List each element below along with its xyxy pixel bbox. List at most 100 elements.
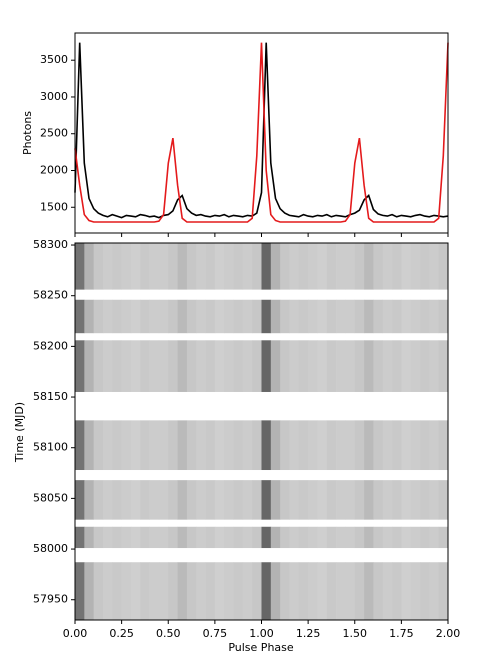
phaseogram-cell: [438, 526, 449, 549]
phaseogram-cell: [336, 243, 346, 290]
phaseogram-cell: [270, 480, 281, 520]
phaseogram-cell: [438, 299, 449, 334]
phaseogram-cell: [205, 420, 216, 471]
phaseogram-cell: [438, 562, 449, 620]
phaseogram-cell: [75, 299, 85, 334]
phaseogram-cell: [196, 420, 206, 471]
phaseogram-cell: [168, 299, 178, 334]
phaseogram-cell: [289, 340, 300, 392]
phaseogram-cell: [186, 299, 197, 334]
phaseogram-cell: [336, 480, 346, 520]
phaseogram-cell: [214, 243, 225, 290]
phaseogram-cell: [429, 526, 439, 549]
phaseogram-cell: [121, 480, 132, 520]
phaseogram-cell: [345, 526, 356, 549]
y-axis-label: Photons: [21, 111, 34, 155]
phaseogram-cell: [354, 299, 365, 334]
phaseogram-cell: [326, 340, 337, 392]
phaseogram-cell: [401, 243, 411, 290]
phaseogram-cell: [140, 340, 150, 392]
phaseogram-cell: [345, 480, 356, 520]
phaseogram-cell: [382, 562, 393, 620]
phaseogram-cell: [373, 340, 384, 392]
phaseogram-cell: [205, 340, 216, 392]
x-tick-label: 0.25: [109, 627, 134, 640]
phaseogram-cell: [121, 562, 132, 620]
phaseogram-cell: [336, 562, 346, 620]
phaseogram-cell: [354, 526, 365, 549]
phaseogram-cell: [149, 526, 160, 549]
phaseogram-cell: [252, 340, 262, 392]
phaseogram-cell: [280, 480, 290, 520]
phaseogram-cell: [177, 562, 188, 620]
x-tick-label: 1.25: [296, 627, 321, 640]
phaseogram-cell: [158, 420, 169, 471]
phaseogram-cell: [205, 526, 216, 549]
phaseogram-cell: [354, 480, 365, 520]
phaseogram-cell: [326, 480, 337, 520]
phaseogram-cell: [317, 340, 328, 392]
phaseogram-cell: [84, 480, 94, 520]
phaseogram-cell: [84, 340, 94, 392]
phaseogram-cell: [93, 340, 104, 392]
phaseogram-cell: [308, 562, 318, 620]
phaseogram-cell: [364, 420, 374, 471]
phaseogram-cell: [93, 526, 104, 549]
phaseogram-cell: [130, 299, 141, 334]
phaseogram-cell: [149, 243, 160, 290]
line-series: [74, 42, 449, 219]
phaseogram-cell: [270, 420, 281, 471]
phaseogram-cell: [429, 340, 439, 392]
phaseogram-cell: [224, 340, 234, 392]
phaseogram-cell: [214, 299, 225, 334]
phaseogram-cell: [289, 526, 300, 549]
phaseogram-cell: [214, 420, 225, 471]
phaseogram-cell: [382, 340, 393, 392]
phaseogram-cell: [214, 480, 225, 520]
phaseogram-cell: [168, 420, 178, 471]
phaseogram-cell: [186, 526, 197, 549]
phaseogram-cell: [177, 299, 188, 334]
phaseogram-cell: [130, 420, 141, 471]
phaseogram-cell: [121, 340, 132, 392]
y-axis-label: Time (MJD): [13, 402, 26, 463]
phaseogram-cell: [410, 420, 421, 471]
phaseogram-cell: [298, 299, 309, 334]
phaseogram-cell: [233, 340, 244, 392]
phaseogram-cell: [354, 340, 365, 392]
phaseogram-cell: [401, 480, 411, 520]
phaseogram-cell: [140, 243, 150, 290]
phaseogram-cell: [289, 420, 300, 471]
phaseogram-cell: [102, 562, 113, 620]
phaseogram-cell: [177, 243, 188, 290]
phaseogram-cell: [308, 420, 318, 471]
phaseogram-cell: [84, 562, 94, 620]
phaseogram-cell: [382, 526, 393, 549]
y-tick-label: 3000: [40, 90, 68, 103]
phaseogram-cell: [158, 340, 169, 392]
phaseogram-cell: [420, 340, 430, 392]
phaseogram-cell: [75, 340, 85, 392]
y-tick-label: 2500: [40, 127, 68, 140]
phaseogram-cell: [317, 480, 328, 520]
phaseogram-cell: [93, 562, 104, 620]
phaseogram-cell: [121, 526, 132, 549]
phaseogram-cell: [392, 480, 402, 520]
phaseogram-cell: [438, 480, 449, 520]
x-tick-label: 1.00: [249, 627, 274, 640]
phaseogram-cell: [289, 562, 300, 620]
phaseogram-cell: [261, 562, 272, 620]
phaseogram-cell: [354, 420, 365, 471]
phaseogram-cell: [102, 420, 113, 471]
phaseogram-cell: [326, 243, 337, 290]
phaseogram-cell: [345, 243, 356, 290]
phaseogram-cell: [84, 243, 94, 290]
phaseogram-cell: [326, 562, 337, 620]
phaseogram-cell: [308, 526, 318, 549]
phaseogram-cell: [289, 480, 300, 520]
phaseogram-cell: [252, 526, 262, 549]
phaseogram-cell: [261, 299, 272, 334]
phaseogram-cell: [252, 243, 262, 290]
phaseogram-cell: [392, 340, 402, 392]
phaseogram-cell: [168, 243, 178, 290]
